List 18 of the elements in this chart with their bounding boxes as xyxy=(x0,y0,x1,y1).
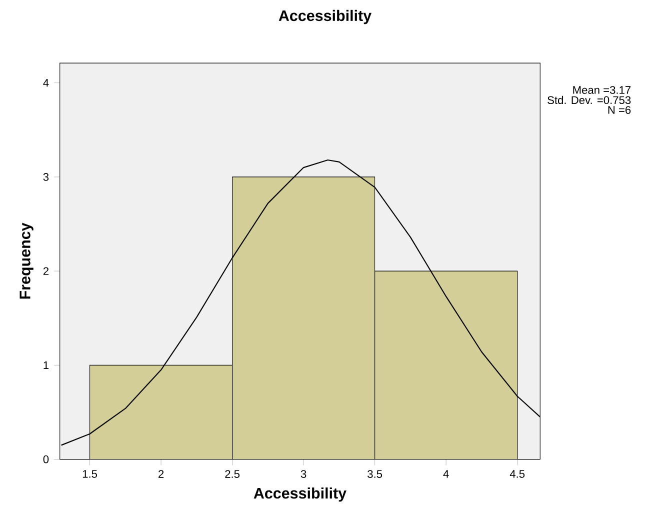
x-tick-label: 4.5 xyxy=(510,470,525,478)
x-tick-label: 2.5 xyxy=(225,470,240,478)
text: Std. Dev. =0.753 xyxy=(548,96,631,104)
y-tick-label: 2 xyxy=(43,267,48,275)
x-tick-label: 4 xyxy=(443,470,449,478)
x-tick-label: 3.5 xyxy=(368,470,382,478)
x-tick-label: 3 xyxy=(300,470,306,478)
y-tick-label: 4 xyxy=(43,79,49,87)
y-tick-label: 1 xyxy=(44,361,49,369)
y-tick-label: 3 xyxy=(43,173,49,181)
y-axis-title: Frequency xyxy=(20,222,34,299)
x-tick-label: 1.5 xyxy=(82,470,98,478)
chart-title: Accessibility xyxy=(278,10,372,24)
text: Mean =3.17 xyxy=(573,86,631,94)
text: N =6 xyxy=(608,106,631,114)
x-axis-title: Accessibility xyxy=(254,487,346,502)
x-tick-label: 2 xyxy=(158,470,164,478)
y-tick-label: 0 xyxy=(43,455,49,464)
